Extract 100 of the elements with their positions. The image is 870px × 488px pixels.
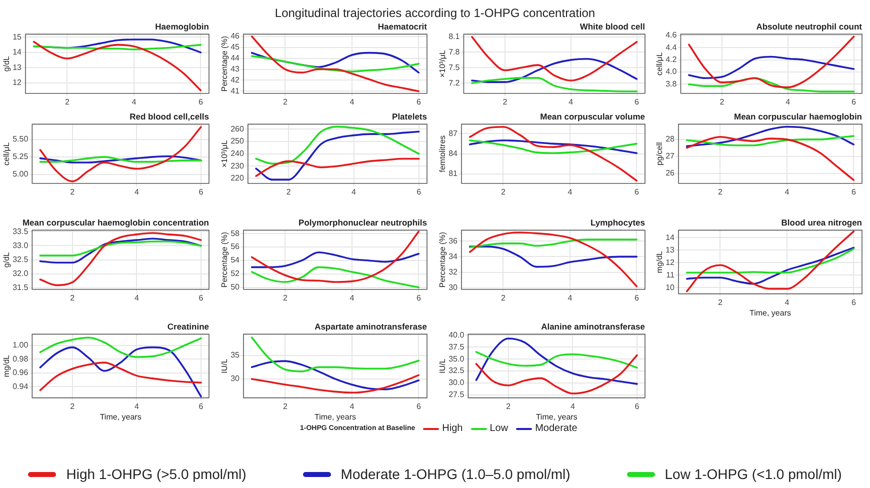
line-series — [686, 135, 855, 146]
x-tick-label: 2 — [70, 293, 76, 302]
line-series — [471, 36, 638, 82]
x-tick-label: 2 — [500, 187, 506, 196]
y-axis-title: IU/L — [220, 358, 230, 374]
y-tick-label: 58 — [230, 228, 240, 238]
line-series — [32, 40, 202, 92]
x-tick-label: 4 — [568, 187, 573, 196]
y-axis-title: cell/μL — [655, 52, 664, 76]
y-axis-title: Percentage (%) — [220, 232, 230, 288]
y-axis-title: ×10³/μL — [438, 49, 448, 78]
line-series — [471, 58, 638, 83]
y-tick-label: 5.25 — [12, 152, 29, 162]
x-axis-title: Time, years — [536, 412, 578, 422]
x-tick-label: 6 — [851, 298, 856, 307]
y-tick-label: 220 — [230, 174, 244, 183]
chart-title: Absolute neutrophil count — [756, 21, 862, 32]
x-tick-label: 6 — [634, 187, 640, 196]
line-series — [686, 126, 855, 148]
y-tick-label: 43 — [230, 64, 240, 74]
line-series — [250, 360, 420, 390]
y-tick-label: 4.4 — [666, 42, 678, 52]
x-tick-label: 2 — [282, 293, 288, 302]
line-series — [250, 35, 420, 92]
y-tick-label: 250 — [230, 136, 244, 146]
line-series — [475, 338, 638, 385]
y-axis-title: Percentage (%) — [220, 36, 230, 92]
line-series — [475, 350, 638, 369]
x-tick-label: 6 — [416, 97, 422, 106]
y-tick-label: 11 — [666, 270, 676, 280]
x-tick-label: 6 — [416, 293, 422, 302]
chart-title: Platelets — [392, 111, 428, 122]
x-tick-label: 2 — [506, 402, 512, 411]
y-tick-label: 13 — [12, 62, 22, 72]
y-tick-label: 12 — [12, 78, 22, 87]
y-tick-label: 54 — [230, 256, 240, 265]
x-tick-label: 2 — [718, 298, 723, 307]
y-tick-label: 42 — [230, 75, 240, 84]
line-series — [468, 139, 638, 154]
y-tick-label: 7.8 — [448, 47, 460, 56]
chart-title: Mean corpuscular volume — [540, 111, 646, 122]
y-tick-label: 87 — [448, 128, 458, 138]
y-axis-title: mg/dL — [655, 250, 664, 274]
y-tick-label: 10 — [666, 282, 676, 292]
x-tick-label: 4 — [568, 97, 574, 106]
x-tick-label: 2 — [286, 187, 292, 196]
x-tick-label: 6 — [416, 402, 422, 411]
x-tick-label: 2 — [282, 402, 288, 411]
line-series — [471, 77, 638, 92]
line-series — [468, 232, 638, 288]
y-tick-label: 5.50 — [12, 134, 29, 144]
y-tick-label: 31.5 — [12, 283, 29, 292]
y-tick-label: 27.5 — [448, 390, 465, 400]
y-tick-label: 40.0 — [448, 330, 465, 340]
x-tick-label: 4 — [784, 187, 790, 196]
line-series — [250, 266, 420, 288]
y-tick-label: 14 — [12, 48, 22, 57]
chart-title: Creatinine — [167, 321, 210, 332]
chart-title: Red blood cell,cells — [130, 111, 210, 122]
y-tick-label: 33.5 — [12, 226, 29, 236]
line-series — [468, 238, 638, 248]
y-axis-title: mg/dL — [2, 354, 12, 378]
line-series — [250, 55, 420, 72]
y-tick-label: 1.00 — [12, 340, 29, 350]
line-series — [255, 130, 420, 181]
x-tick-label: 4 — [570, 402, 576, 411]
x-tick-label: 6 — [852, 97, 857, 106]
legend-label: Moderate 1-OHPG (1.0–5.0 pmol/ml) — [340, 466, 570, 482]
chart-title: Haematocrit — [378, 21, 428, 32]
y-tick-label: 27 — [666, 152, 676, 161]
y-axis-title: ×10³/μL — [220, 139, 230, 168]
legend-label: High — [442, 423, 463, 434]
y-tick-label: 30.0 — [448, 378, 465, 388]
y-tick-label: 3.8 — [666, 79, 678, 88]
line-series — [468, 246, 638, 268]
line-series — [255, 158, 420, 177]
line-series — [39, 240, 202, 256]
x-tick-label: 4 — [352, 187, 357, 196]
chart-title: Lymphocytes — [590, 217, 646, 228]
line-series — [39, 238, 202, 264]
x-tick-label: 6 — [198, 402, 204, 411]
x-axis-title: Time, years — [750, 308, 791, 318]
x-tick-label: 6 — [634, 293, 640, 302]
y-tick-label: 56 — [230, 242, 240, 252]
line-series — [39, 336, 202, 358]
chart-title: Mean corpuscular haemoglobin concentration — [22, 217, 209, 228]
x-tick-label: 2 — [70, 187, 76, 196]
chart-title: Haemoglobin — [155, 21, 209, 32]
x-tick-label: 2 — [718, 187, 723, 196]
x-axis-title: Time, years — [314, 412, 356, 422]
line-series — [250, 230, 420, 283]
legend-label: Low — [490, 423, 508, 434]
line-series — [686, 136, 855, 181]
x-tick-label: 4 — [784, 298, 790, 307]
line-series — [255, 126, 420, 165]
y-tick-label: 35.0 — [448, 354, 465, 364]
y-tick-label: 41 — [230, 86, 240, 96]
x-tick-label: 2 — [720, 97, 725, 106]
y-tick-label: 15 — [12, 32, 22, 42]
x-tick-label: 6 — [198, 97, 204, 106]
